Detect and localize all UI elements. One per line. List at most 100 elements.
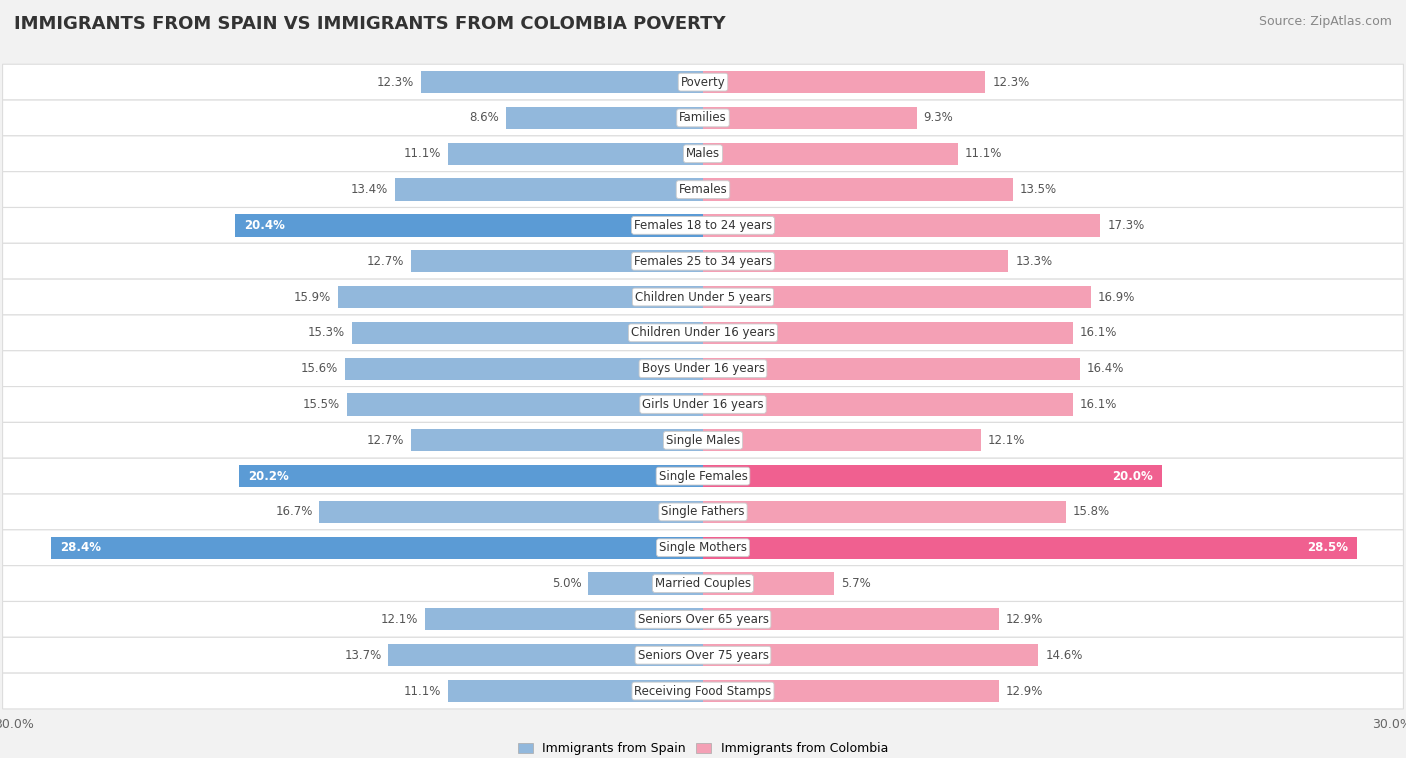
Text: 12.3%: 12.3% <box>377 76 413 89</box>
Bar <box>51 537 703 559</box>
Text: 15.8%: 15.8% <box>1073 506 1109 518</box>
Bar <box>703 178 1012 201</box>
FancyBboxPatch shape <box>3 315 1403 351</box>
Text: Girls Under 16 years: Girls Under 16 years <box>643 398 763 411</box>
FancyBboxPatch shape <box>3 64 1403 100</box>
FancyBboxPatch shape <box>3 351 1403 387</box>
Bar <box>506 107 703 129</box>
Bar <box>703 286 1091 309</box>
Text: 13.3%: 13.3% <box>1015 255 1053 268</box>
Text: 12.1%: 12.1% <box>381 613 418 626</box>
Text: 20.0%: 20.0% <box>1112 470 1153 483</box>
Text: 14.6%: 14.6% <box>1045 649 1083 662</box>
Bar <box>703 501 1066 523</box>
Text: Source: ZipAtlas.com: Source: ZipAtlas.com <box>1258 15 1392 28</box>
Text: Poverty: Poverty <box>681 76 725 89</box>
Text: 11.1%: 11.1% <box>965 147 1002 160</box>
Bar <box>395 178 703 201</box>
FancyBboxPatch shape <box>3 673 1403 709</box>
Text: IMMIGRANTS FROM SPAIN VS IMMIGRANTS FROM COLOMBIA POVERTY: IMMIGRANTS FROM SPAIN VS IMMIGRANTS FROM… <box>14 15 725 33</box>
Text: 12.9%: 12.9% <box>1007 613 1043 626</box>
Text: Single Males: Single Males <box>666 434 740 446</box>
Text: 28.5%: 28.5% <box>1308 541 1348 554</box>
Text: 9.3%: 9.3% <box>924 111 953 124</box>
Text: Children Under 5 years: Children Under 5 years <box>634 290 772 303</box>
Bar <box>449 680 703 702</box>
Text: Families: Families <box>679 111 727 124</box>
Text: 16.1%: 16.1% <box>1080 398 1116 411</box>
Text: Single Mothers: Single Mothers <box>659 541 747 554</box>
Text: 8.6%: 8.6% <box>468 111 499 124</box>
Text: Females: Females <box>679 183 727 196</box>
Bar <box>319 501 703 523</box>
Bar <box>239 465 703 487</box>
Bar <box>703 680 1000 702</box>
Bar <box>703 644 1038 666</box>
Text: Children Under 16 years: Children Under 16 years <box>631 327 775 340</box>
Text: Females 25 to 34 years: Females 25 to 34 years <box>634 255 772 268</box>
Text: 16.4%: 16.4% <box>1087 362 1123 375</box>
Text: 20.4%: 20.4% <box>243 219 284 232</box>
Bar <box>420 71 703 93</box>
Bar <box>703 250 1008 272</box>
Bar <box>703 572 834 595</box>
Text: 28.4%: 28.4% <box>60 541 101 554</box>
FancyBboxPatch shape <box>3 279 1403 315</box>
FancyBboxPatch shape <box>3 530 1403 565</box>
Text: 15.3%: 15.3% <box>308 327 344 340</box>
Text: 15.9%: 15.9% <box>294 290 330 303</box>
Text: 11.1%: 11.1% <box>404 684 441 697</box>
Bar <box>703 143 957 165</box>
FancyBboxPatch shape <box>3 100 1403 136</box>
Text: Seniors Over 75 years: Seniors Over 75 years <box>637 649 769 662</box>
Bar <box>588 572 703 595</box>
FancyBboxPatch shape <box>3 208 1403 243</box>
Bar <box>412 250 703 272</box>
FancyBboxPatch shape <box>3 243 1403 279</box>
FancyBboxPatch shape <box>3 494 1403 530</box>
Text: Single Fathers: Single Fathers <box>661 506 745 518</box>
FancyBboxPatch shape <box>3 637 1403 673</box>
Text: 16.1%: 16.1% <box>1080 327 1116 340</box>
Bar <box>388 644 703 666</box>
Bar <box>449 143 703 165</box>
Bar <box>703 537 1358 559</box>
Bar <box>703 429 981 452</box>
Text: Boys Under 16 years: Boys Under 16 years <box>641 362 765 375</box>
Bar <box>344 358 703 380</box>
Text: 13.7%: 13.7% <box>344 649 381 662</box>
Text: Receiving Food Stamps: Receiving Food Stamps <box>634 684 772 697</box>
Text: 20.2%: 20.2% <box>249 470 290 483</box>
Text: Seniors Over 65 years: Seniors Over 65 years <box>637 613 769 626</box>
Bar <box>703 321 1073 344</box>
Bar <box>703 608 1000 631</box>
Text: Females 18 to 24 years: Females 18 to 24 years <box>634 219 772 232</box>
Bar <box>337 286 703 309</box>
Bar <box>425 608 703 631</box>
Text: Single Females: Single Females <box>658 470 748 483</box>
Text: 17.3%: 17.3% <box>1107 219 1144 232</box>
Bar <box>352 321 703 344</box>
Legend: Immigrants from Spain, Immigrants from Colombia: Immigrants from Spain, Immigrants from C… <box>517 742 889 755</box>
Text: 5.7%: 5.7% <box>841 577 870 590</box>
FancyBboxPatch shape <box>3 387 1403 422</box>
FancyBboxPatch shape <box>3 422 1403 459</box>
Text: 13.4%: 13.4% <box>352 183 388 196</box>
Text: 5.0%: 5.0% <box>551 577 581 590</box>
Bar <box>703 465 1163 487</box>
FancyBboxPatch shape <box>3 602 1403 637</box>
Text: 12.7%: 12.7% <box>367 434 405 446</box>
Bar <box>235 215 703 236</box>
Text: 12.1%: 12.1% <box>988 434 1025 446</box>
Bar <box>412 429 703 452</box>
Text: 16.9%: 16.9% <box>1098 290 1136 303</box>
Text: 11.1%: 11.1% <box>404 147 441 160</box>
Bar <box>703 215 1101 236</box>
FancyBboxPatch shape <box>3 171 1403 208</box>
Bar <box>703 107 917 129</box>
Text: Married Couples: Married Couples <box>655 577 751 590</box>
Text: 12.3%: 12.3% <box>993 76 1029 89</box>
Text: 15.6%: 15.6% <box>301 362 337 375</box>
FancyBboxPatch shape <box>3 565 1403 602</box>
Text: 12.7%: 12.7% <box>367 255 405 268</box>
